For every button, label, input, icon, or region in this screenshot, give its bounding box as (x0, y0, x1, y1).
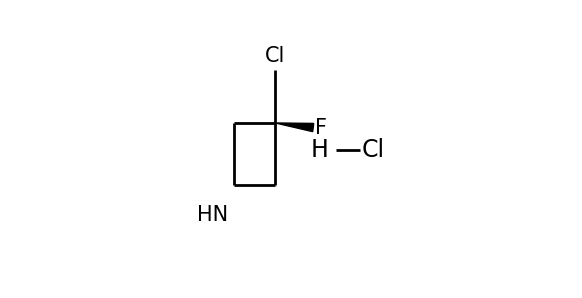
Polygon shape (275, 123, 314, 132)
Text: H: H (310, 139, 328, 162)
Text: Cl: Cl (265, 46, 286, 66)
Text: HN: HN (197, 205, 229, 225)
Text: Cl: Cl (361, 139, 385, 162)
Text: F: F (315, 117, 327, 138)
